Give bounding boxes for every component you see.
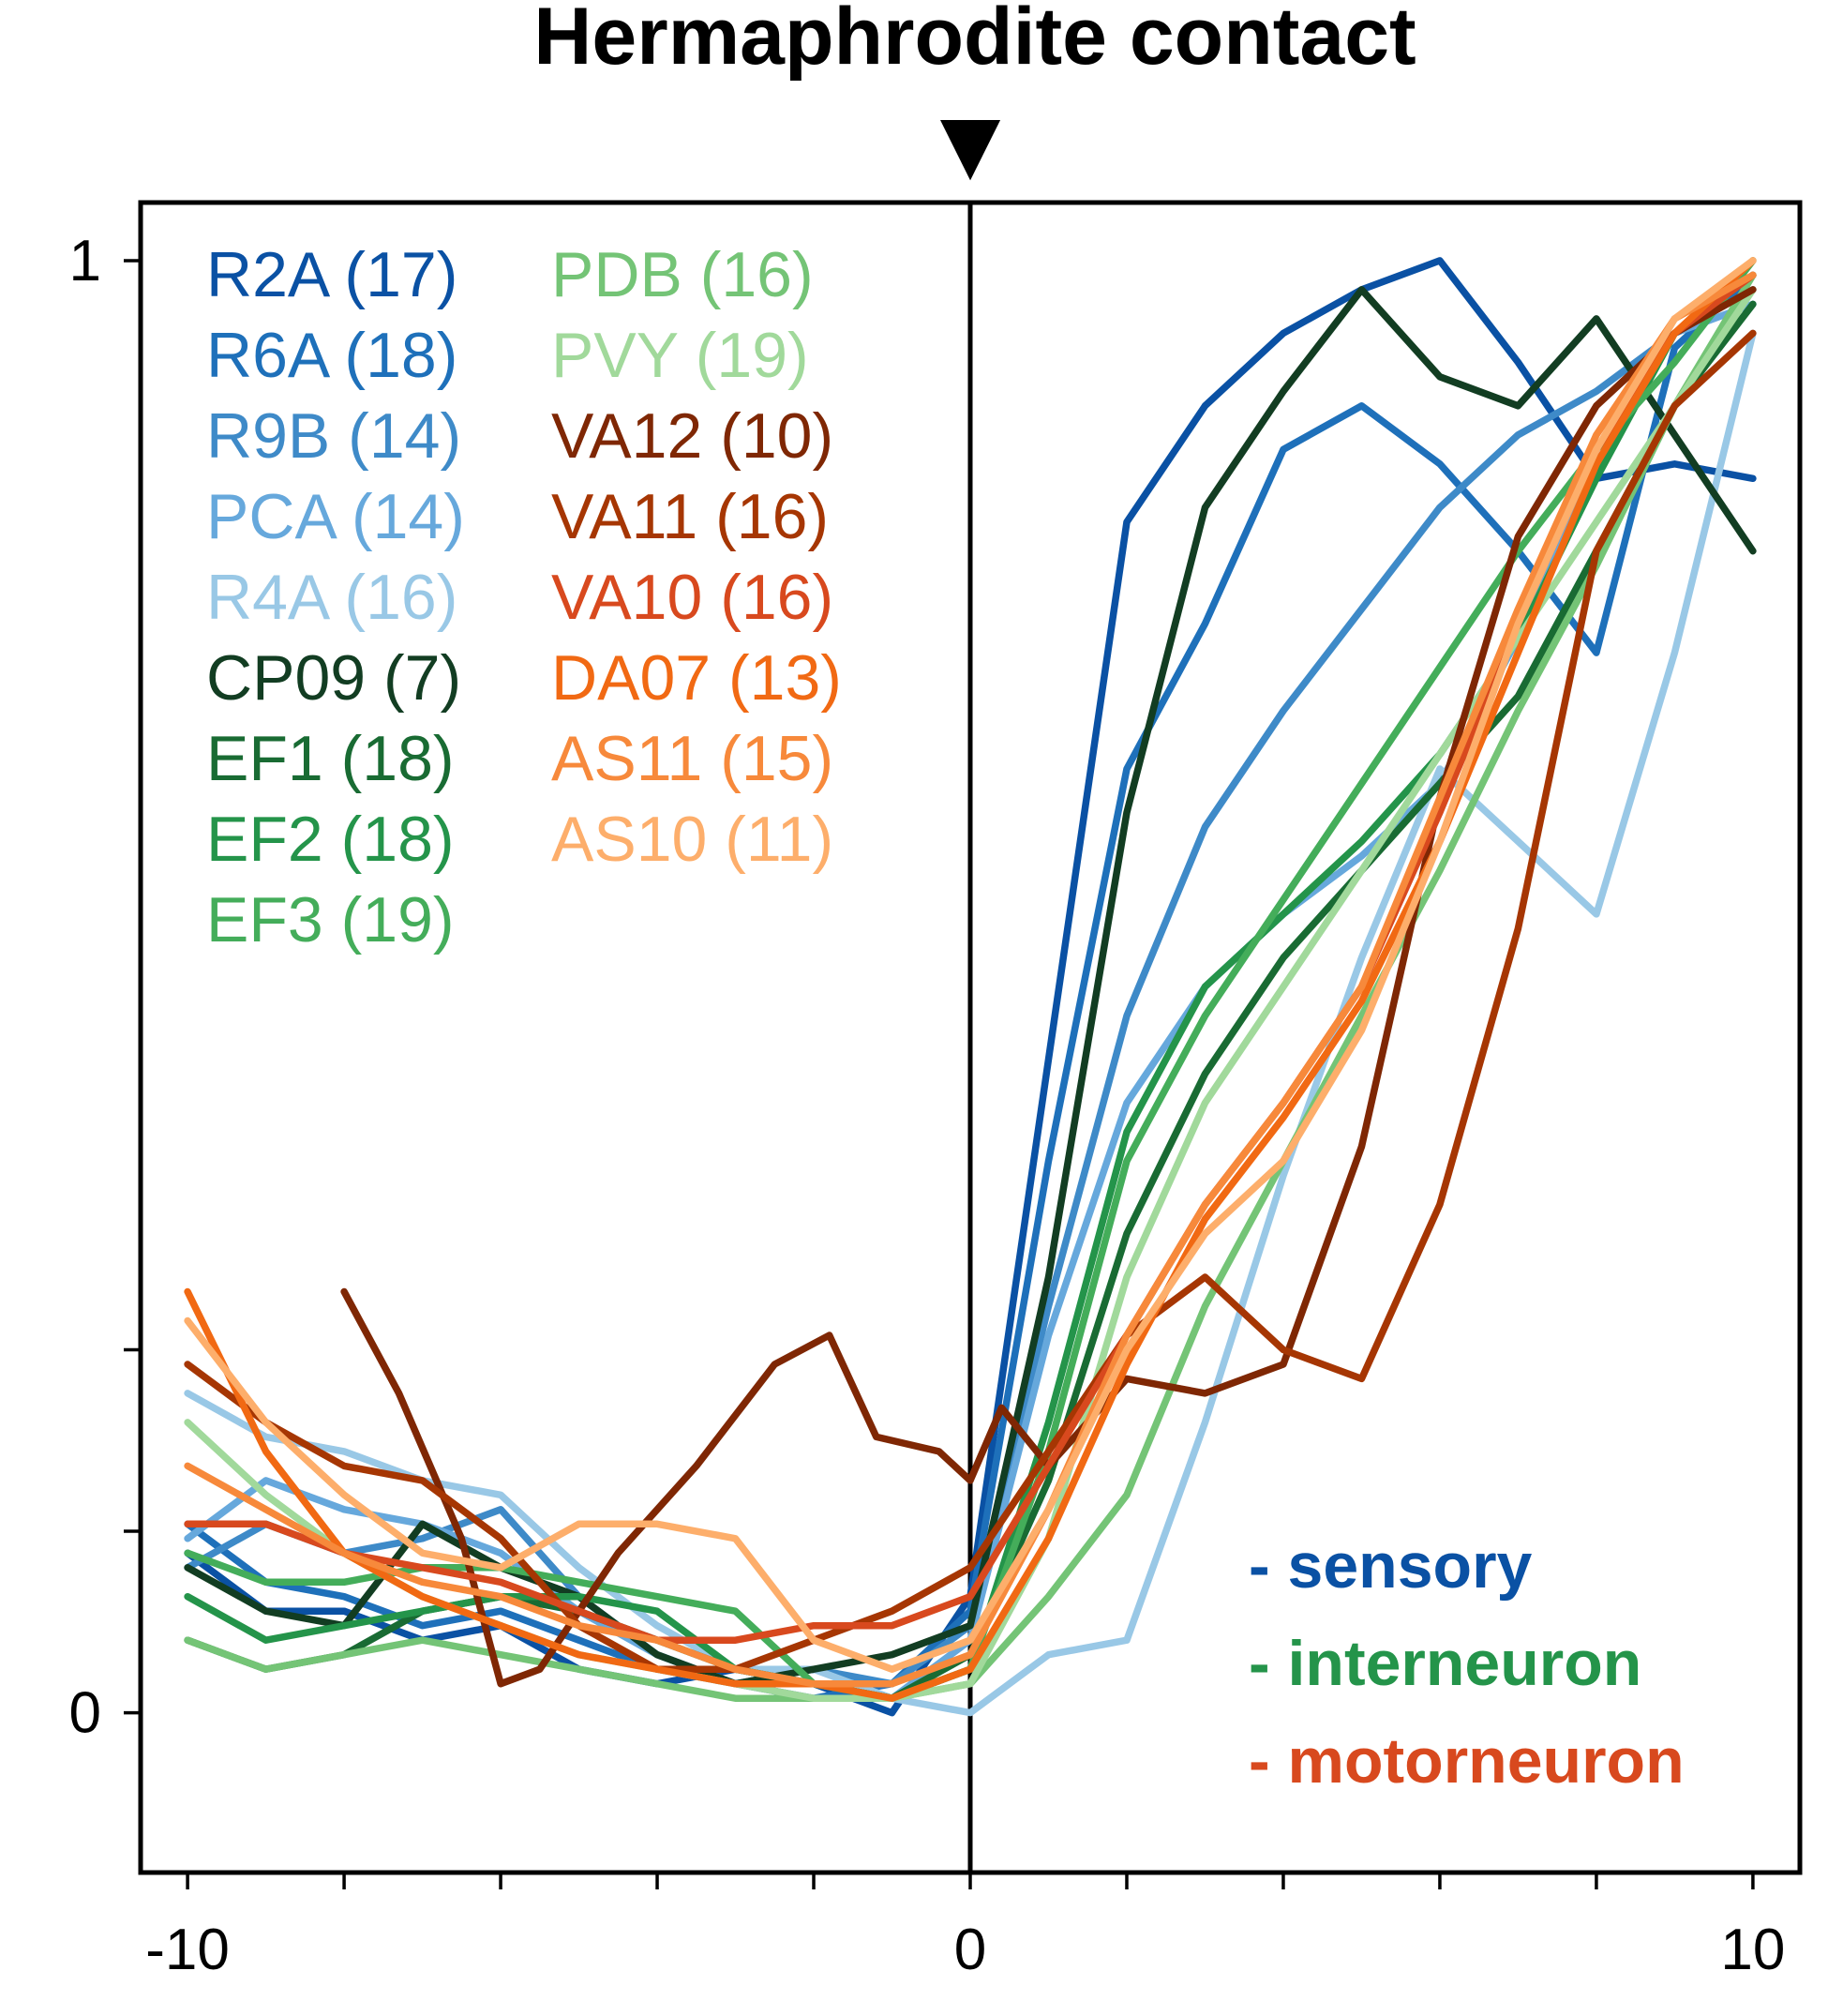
- neuron-type-key: - sensory - interneuron - motorneuron: [1249, 1530, 1685, 1797]
- series-lines: [184, 257, 1757, 1717]
- series-line-5: [184, 286, 1757, 1688]
- legend-entry: PDB (16): [551, 239, 814, 310]
- series-line-14: [184, 257, 1757, 1702]
- chart-title: Hermaphrodite contact: [533, 0, 1416, 82]
- legend-entry: AS10 (11): [551, 804, 833, 875]
- legend-entry: R2A (17): [206, 239, 457, 310]
- neuron-type-label: - motorneuron: [1249, 1725, 1685, 1797]
- x-tick-label: 10: [1720, 1918, 1785, 1982]
- neuron-type-label: - sensory: [1249, 1530, 1533, 1602]
- legend-entry: DA07 (13): [551, 642, 842, 714]
- series-line-16: [184, 257, 1757, 1673]
- neuron-type-label: - interneuron: [1249, 1628, 1641, 1699]
- series-line-15: [184, 271, 1757, 1688]
- contact-marker-icon: ▼: [940, 98, 1001, 189]
- legend-entry: PVY (19): [551, 320, 809, 391]
- series-line-12: [184, 329, 1757, 1673]
- x-tick-label: 0: [954, 1918, 986, 1982]
- x-tick-label: -10: [145, 1918, 230, 1982]
- legend-entry: VA10 (16): [551, 562, 833, 633]
- legend-entry: CP09 (7): [206, 642, 461, 714]
- legend-entry: R9B (14): [206, 400, 461, 472]
- legend-entry: PCA (14): [206, 481, 465, 552]
- legend: R2A (17) R6A (18) R9B (14) PCA (14) R4A (16)…: [206, 239, 842, 955]
- y-tick-label: 1: [69, 229, 101, 293]
- legend-entry: VA11 (16): [551, 481, 829, 552]
- axes: -10 0 10 0 1: [69, 229, 1786, 1982]
- legend-entry: VA12 (10): [551, 400, 833, 472]
- y-tick-label: 0: [69, 1681, 101, 1746]
- legend-entry: R6A (18): [206, 320, 457, 391]
- legend-entry: EF2 (18): [206, 804, 455, 875]
- legend-entry: R4A (16): [206, 562, 457, 633]
- legend-entry: EF1 (18): [206, 723, 455, 794]
- legend-entry: AS11 (15): [551, 723, 833, 794]
- series-line-11: [340, 286, 1757, 1688]
- legend-entry: EF3 (19): [206, 884, 455, 955]
- series-line-4: [184, 329, 1757, 1717]
